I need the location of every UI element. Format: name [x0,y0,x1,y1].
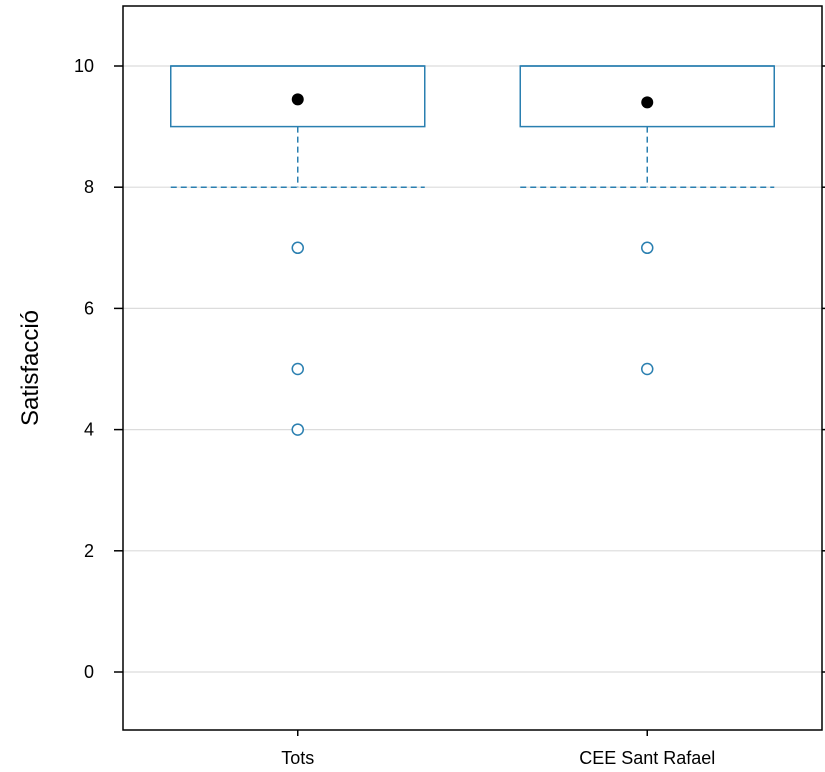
plot-frame [122,5,823,731]
y-tick-label: 10 [74,56,94,76]
outlier-point [641,362,654,376]
grid-lines [123,65,822,673]
outlier-point [291,423,304,436]
x-tick-label: CEE Sant Rafael [579,748,715,768]
y-tick-label: 2 [84,541,94,561]
mean-point [291,93,304,106]
x-tick-label: Tots [281,748,314,768]
boxes [170,65,775,436]
y-tick-label: 8 [84,177,94,197]
y-axis: 0 2 4 6 8 10 [74,56,825,682]
box-group [170,65,426,436]
outlier-point [291,241,304,255]
y-tick-label: 0 [84,662,94,682]
outlier-point [291,362,304,376]
box-rect [519,65,775,128]
x-axis: Tots CEE Sant Rafael [281,730,715,768]
y-axis-title: Satisfacció [17,310,44,426]
y-tick-label: 4 [84,420,94,440]
box-group [519,65,775,376]
outlier-point [641,241,654,255]
y-tick-label: 6 [84,298,94,318]
mean-point [641,96,654,109]
